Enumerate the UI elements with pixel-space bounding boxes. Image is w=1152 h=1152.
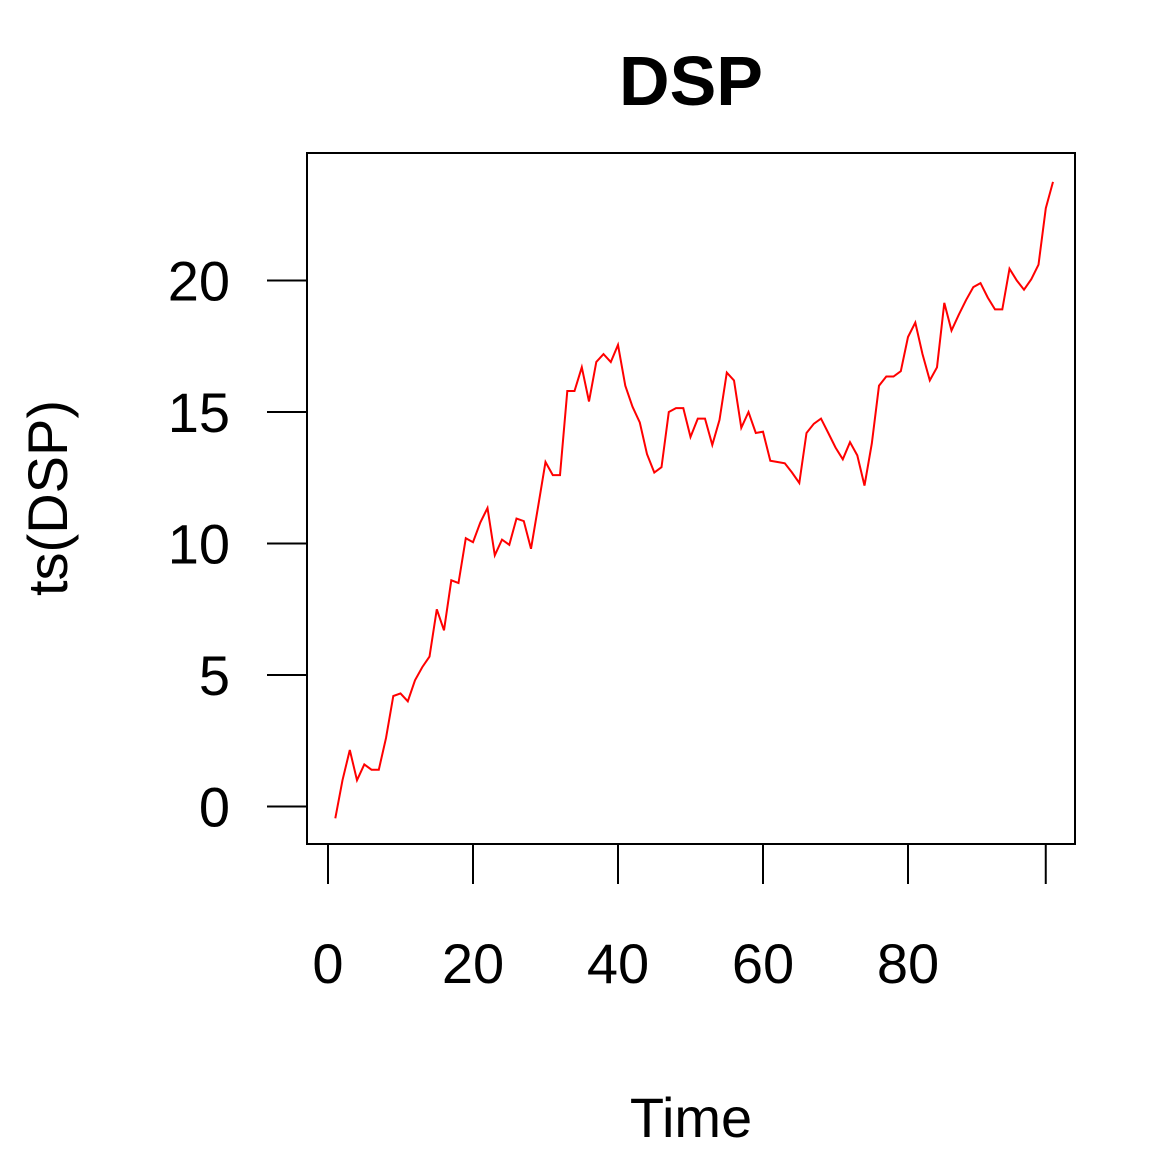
y-axis: 0 5 10 15 20 [168,250,307,839]
chart-title: DSP [619,42,763,120]
x-tick-label: 60 [732,932,794,995]
plot-area-frame [306,152,1076,845]
y-tick-label: 10 [168,513,230,576]
x-tick-label: 80 [877,932,939,995]
x-tick-label: 20 [442,932,504,995]
series-line-dsp [334,181,1054,819]
y-tick-label: 15 [168,381,230,444]
x-axis-label: Time [630,1086,752,1149]
y-tick-label: 20 [168,250,230,313]
x-axis: 0 20 40 60 80 [312,843,1047,995]
y-tick-label: 5 [199,644,230,707]
y-tick-label: 0 [199,776,230,839]
x-tick-label: 40 [587,932,649,995]
x-tick-label: 0 [312,932,343,995]
y-axis-label: ts(DSP) [16,400,79,596]
